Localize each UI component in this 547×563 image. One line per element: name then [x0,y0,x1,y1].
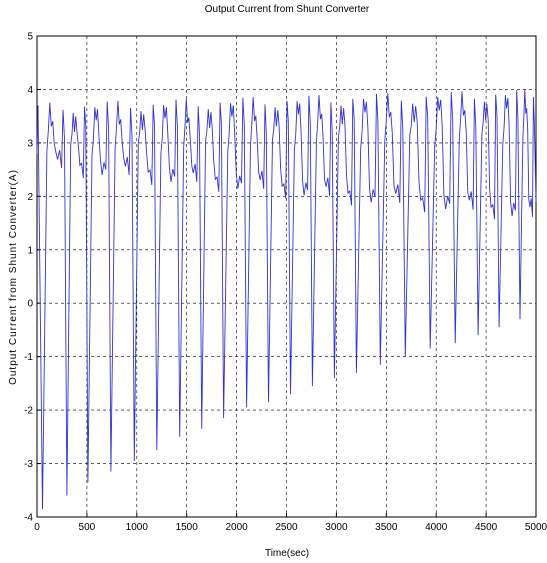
y-tick-label: 0 [27,299,33,310]
y-tick-label: 5 [27,32,33,43]
y-axis-label: Output Current from Shunt Converter(A) [8,169,19,385]
x-tick-label: 0 [34,522,40,533]
y-tick-label: 2 [27,192,33,203]
x-tick-label: 1500 [176,522,199,533]
y-tick-label: 4 [27,85,33,96]
x-tick-label: 1000 [126,522,149,533]
chart-title: Output Current from Shunt Converter [205,4,370,15]
x-axis-label: Time(sec) [265,548,309,559]
y-tick-label: -3 [24,459,33,470]
x-tick-label: 2000 [225,522,248,533]
x-tick-label: 5000 [525,522,547,533]
x-tick-label: 3000 [325,522,348,533]
y-tick-label: -4 [24,513,33,524]
series-line-output-current [36,89,537,510]
y-tick-label: -1 [24,352,33,363]
y-tick-label: -2 [24,406,33,417]
y-tick-label: 1 [27,245,33,256]
x-tick-label: 4500 [475,522,498,533]
x-tick-label: 500 [79,522,96,533]
x-tick-label: 4000 [425,522,448,533]
x-tick-label: 3500 [375,522,398,533]
x-axis-ticks: 0 500 1000 1500 2000 2500 3000 3500 4000 4500 5000 [34,513,547,533]
y-axis-ticks: -4 -3 -2 -1 0 1 2 3 4 5 [24,32,41,524]
x-tick-label: 2500 [275,522,298,533]
y-tick-label: 3 [27,138,33,149]
